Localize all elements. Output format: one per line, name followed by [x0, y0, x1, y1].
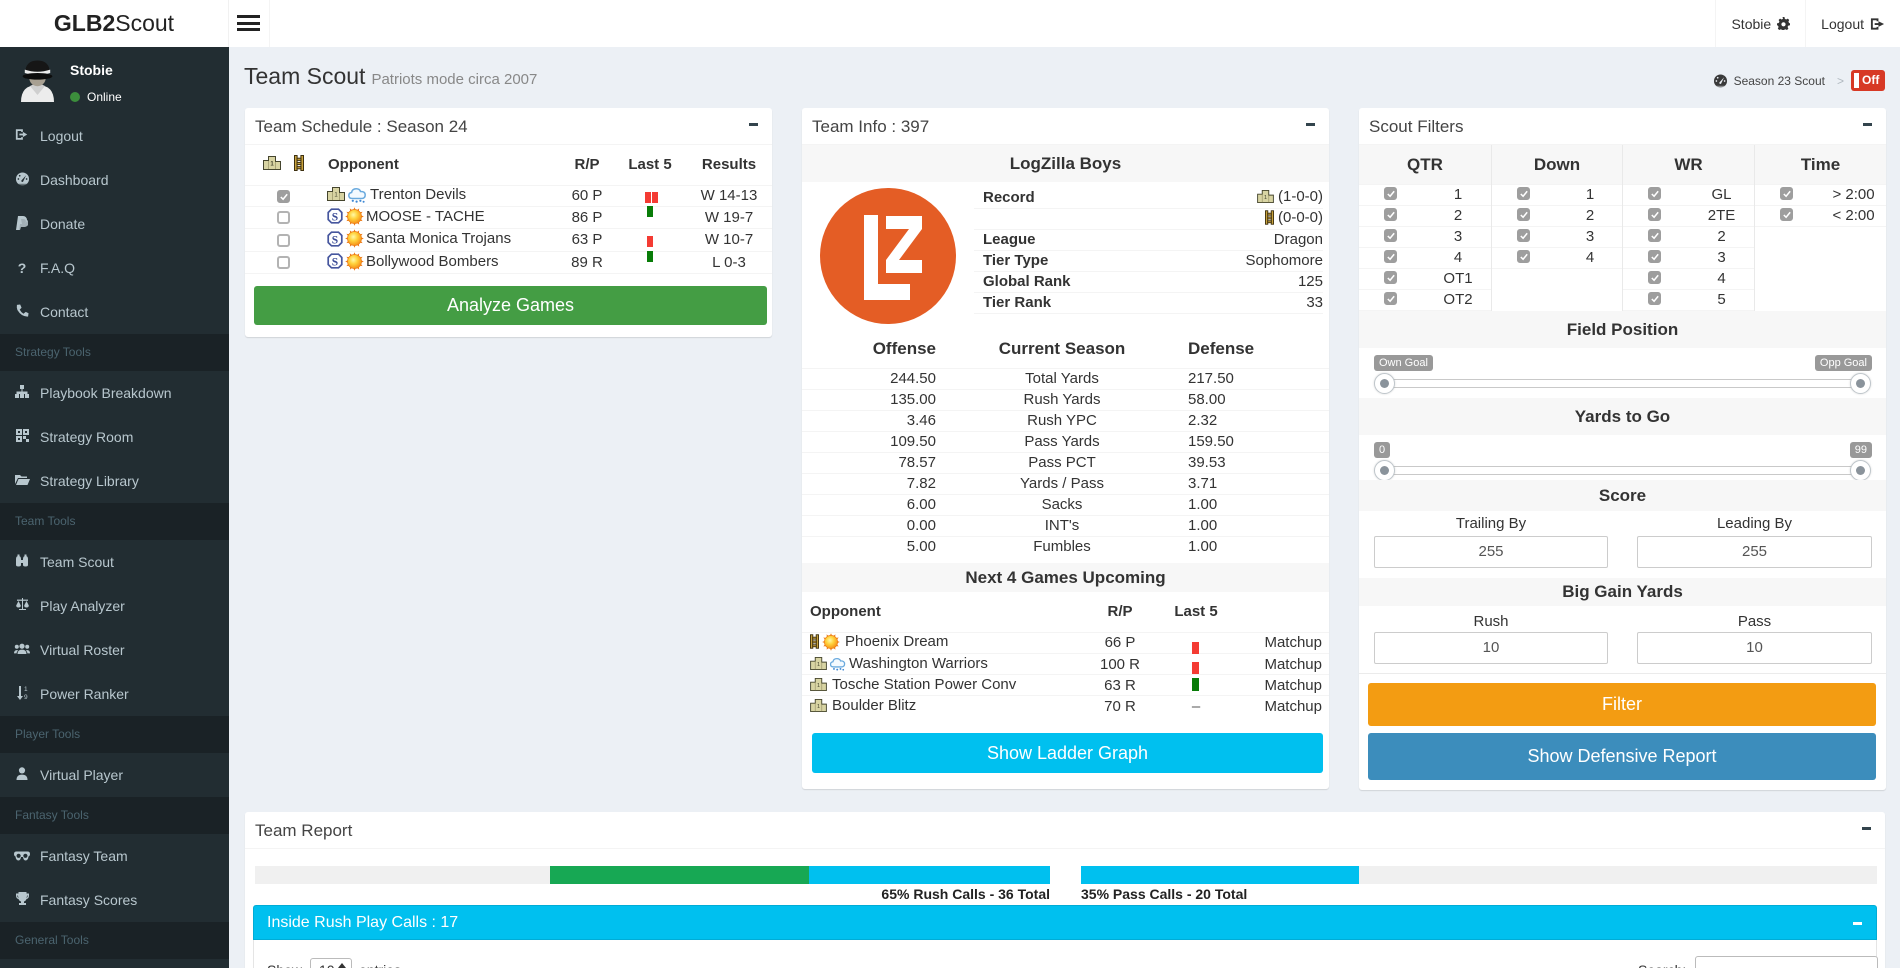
svg-text:S: S [332, 256, 338, 268]
svg-text:1: 1 [270, 162, 274, 168]
svg-text:1: 1 [24, 686, 28, 693]
svg-text:S: S [332, 211, 338, 223]
svg-text:S: S [332, 234, 338, 246]
svg-text:1: 1 [334, 193, 338, 199]
svg-text:1: 1 [817, 661, 820, 667]
svg-text:1: 1 [1264, 195, 1267, 201]
svg-text:1: 1 [817, 682, 820, 688]
svg-text:1: 1 [817, 704, 820, 710]
svg-text:9: 9 [24, 694, 28, 700]
